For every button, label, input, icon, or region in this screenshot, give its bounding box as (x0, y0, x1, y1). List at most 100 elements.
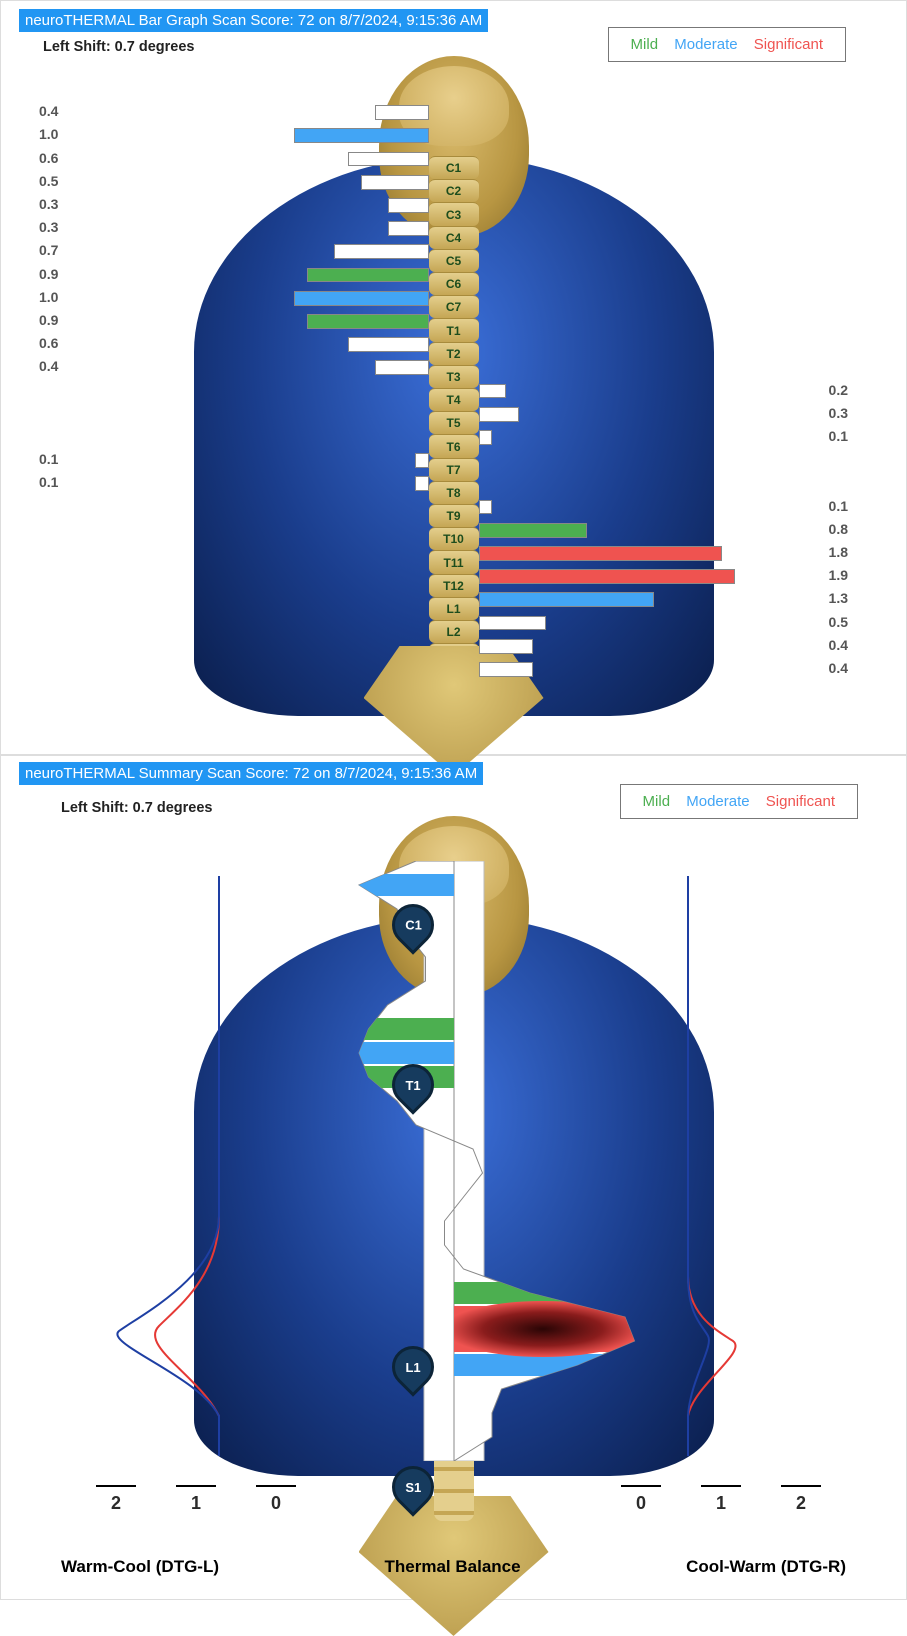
value-C1: 0.4 (39, 103, 58, 119)
value-C4: 0.5 (39, 173, 58, 189)
value-T12: 0.8 (829, 521, 848, 537)
value-L3: 1.3 (829, 590, 848, 606)
bar-T9 (415, 453, 429, 468)
panel1-shift-label: Left Shift: 0.7 degrees (43, 39, 194, 55)
bar-row-L2: 1.9 (1, 569, 906, 584)
axis-tick-right-0: 0 (621, 1485, 661, 1514)
bar-T11 (479, 500, 493, 515)
bar-T1 (307, 268, 429, 283)
bar-row-T6: 0.2 (1, 384, 906, 399)
bar-row-L4: 0.5 (1, 616, 906, 631)
bar-T3 (307, 314, 429, 329)
bar-T4 (348, 337, 429, 352)
bar-C6 (388, 221, 429, 236)
value-C2: 1.0 (39, 126, 58, 142)
value-C6: 0.3 (39, 219, 58, 235)
bar-row-L3: 1.3 (1, 592, 906, 607)
bar-row-C6: 0.3 (1, 221, 906, 236)
bar-T5 (375, 360, 429, 375)
bar-row-C4: 0.5 (1, 175, 906, 190)
legend-mild: Mild (643, 793, 671, 810)
bar-row-C5: 0.3 (1, 198, 906, 213)
legend-significant: Significant (766, 793, 835, 810)
value-C3: 0.6 (39, 150, 58, 166)
value-T9: 0.1 (39, 451, 58, 467)
bar-row-C7: 0.7 (1, 244, 906, 259)
axis-labels: Warm-Cool (DTG-L) Thermal Balance Cool-W… (1, 1557, 906, 1577)
severity-legend: Mild Moderate Significant (608, 27, 846, 62)
bar-L3 (479, 592, 655, 607)
axis-tick-left-0: 0 (256, 1485, 296, 1514)
bar-row-T1: 0.9 (1, 268, 906, 283)
value-T4: 0.6 (39, 335, 58, 351)
bar-row-C1: 0.4 (1, 105, 906, 120)
bars-layer: 0.4 1.0 0.6 0.5 0.3 0.3 0.7 0.9 1.0 0.9 0.6 0.4 0.2 0… (1, 101, 906, 681)
value-L1: 1.8 (829, 544, 848, 560)
bar-row-T4: 0.6 (1, 337, 906, 352)
value-C5: 0.3 (39, 196, 58, 212)
axis-tick-right-1: 1 (701, 1485, 741, 1514)
legend-moderate: Moderate (686, 793, 749, 810)
bar-L1 (479, 546, 722, 561)
bar-graph-panel: neuroTHERMAL Bar Graph Scan Score: 72 on… (0, 0, 907, 755)
summary-panel: neuroTHERMAL Summary Scan Score: 72 on 8… (0, 755, 907, 1600)
severity-legend-2: Mild Moderate Significant (620, 784, 858, 819)
axis-left-label: Warm-Cool (DTG-L) (61, 1557, 219, 1577)
value-T8: 0.1 (829, 428, 848, 444)
bar-row-T3: 0.9 (1, 314, 906, 329)
value-L4: 0.5 (829, 614, 848, 630)
value-S1: 0.4 (829, 660, 848, 676)
value-L2: 1.9 (829, 567, 848, 583)
value-T11: 0.1 (829, 498, 848, 514)
axis-center-label: Thermal Balance (385, 1557, 521, 1577)
panel2-shift-label: Left Shift: 0.7 degrees (61, 800, 212, 816)
bar-T8 (479, 430, 493, 445)
panel1-title: neuroTHERMAL Bar Graph Scan Score: 72 on… (19, 9, 488, 32)
bar-row-L5: 0.4 (1, 639, 906, 654)
bar-T10 (415, 476, 429, 491)
bar-T2 (294, 291, 429, 306)
value-T3: 0.9 (39, 312, 58, 328)
bar-S1 (479, 662, 533, 677)
axis-tick-left-1: 1 (176, 1485, 216, 1514)
value-C7: 0.7 (39, 242, 58, 258)
bar-row-T12: 0.8 (1, 523, 906, 538)
value-T2: 1.0 (39, 289, 58, 305)
value-T10: 0.1 (39, 474, 58, 490)
bar-row-T9: 0.1 (1, 453, 906, 468)
bar-row-T10: 0.1 (1, 476, 906, 491)
dtg-left-curve (69, 876, 229, 1456)
bar-row-S1: 0.4 (1, 662, 906, 677)
value-L5: 0.4 (829, 637, 848, 653)
bar-C5 (388, 198, 429, 213)
value-T5: 0.4 (39, 358, 58, 374)
bar-row-T2: 1.0 (1, 291, 906, 306)
legend-significant: Significant (754, 36, 823, 53)
bar-T12 (479, 523, 587, 538)
axis-right-label: Cool-Warm (DTG-R) (686, 1557, 846, 1577)
bar-L2 (479, 569, 736, 584)
dtg-right-curve (678, 876, 838, 1456)
bar-L5 (479, 639, 533, 654)
bar-row-T7: 0.3 (1, 407, 906, 422)
axis-ticks: 2 1 0 0 1 2 (1, 1474, 906, 1514)
bar-C7 (334, 244, 429, 259)
bar-C2 (294, 128, 429, 143)
legend-moderate: Moderate (674, 36, 737, 53)
bar-row-T8: 0.1 (1, 430, 906, 445)
bar-row-C3: 0.6 (1, 152, 906, 167)
legend-mild: Mild (631, 36, 659, 53)
bar-C4 (361, 175, 429, 190)
value-T7: 0.3 (829, 405, 848, 421)
bar-row-T11: 0.1 (1, 500, 906, 515)
axis-tick-left-2: 2 (96, 1485, 136, 1514)
value-T1: 0.9 (39, 266, 58, 282)
value-T6: 0.2 (829, 382, 848, 398)
thermal-balance-wave (244, 861, 664, 1461)
bar-C1 (375, 105, 429, 120)
axis-tick-right-2: 2 (781, 1485, 821, 1514)
bar-T7 (479, 407, 520, 422)
bar-C3 (348, 152, 429, 167)
bar-row-C2: 1.0 (1, 128, 906, 143)
bar-T6 (479, 384, 506, 399)
